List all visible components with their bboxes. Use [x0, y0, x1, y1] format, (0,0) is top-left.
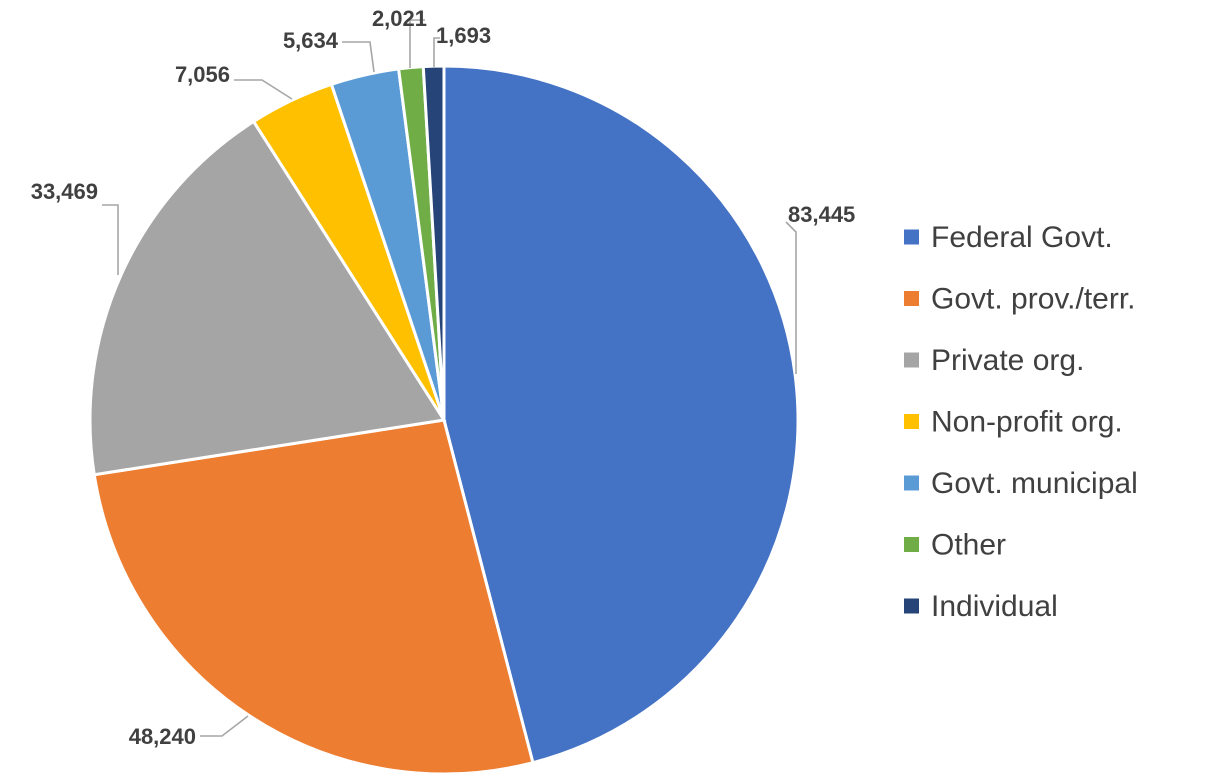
legend-label-govt-municipal: Govt. municipal: [931, 467, 1138, 500]
legend-item-other: Other: [904, 529, 1006, 562]
pie-slice-private-org: [88, 119, 447, 477]
leader-line-other: [409, 19, 425, 68]
legend-label-individual: Individual: [931, 590, 1058, 623]
leader-line-non-profit-org: [234, 79, 293, 100]
leader-line-individual: [433, 37, 440, 67]
data-labels: 83,445 48,240 33,469 7,056 5,634 2,021 1,693: [31, 6, 856, 749]
legend-label-govt-prov-terr: Govt. prov./terr.: [931, 283, 1136, 316]
pie-slice-govt-prov-terr: [92, 418, 535, 773]
leader-lines: [102, 19, 797, 737]
leader-line-private-org: [102, 204, 119, 275]
legend-label-other: Other: [931, 529, 1006, 562]
legend-label-non-profit-org: Non-profit org.: [931, 406, 1123, 439]
leader-line-govt-municipal: [342, 41, 375, 73]
legend-item-private-org: Private org.: [904, 344, 1084, 377]
legend-item-govt-municipal: Govt. municipal: [904, 467, 1138, 500]
pie-slices: [88, 64, 800, 773]
pie-slice-federal-govt: [442, 64, 800, 765]
data-label-non-profit-org: 7,056: [175, 62, 230, 87]
legend-swatch-other: [904, 537, 919, 552]
data-label-private-org: 33,469: [31, 179, 98, 204]
legend-swatch-private-org: [904, 352, 919, 368]
data-label-federal-govt: 83,445: [788, 202, 855, 227]
legend-item-individual: Individual: [904, 590, 1058, 623]
legend: Federal Govt. Govt. prov./terr. Private or…: [904, 221, 1138, 623]
legend-swatch-govt-municipal: [904, 475, 919, 491]
data-label-individual: 1,693: [436, 23, 491, 48]
legend-swatch-federal-govt: [904, 229, 919, 245]
leader-line-federal-govt: [785, 221, 797, 374]
legend-swatch-individual: [904, 598, 919, 614]
legend-label-private-org: Private org.: [931, 344, 1084, 377]
data-label-govt-municipal: 5,634: [283, 28, 339, 53]
data-label-govt-prov-terr: 48,240: [129, 724, 196, 749]
legend-swatch-non-profit-org: [904, 414, 919, 429]
legend-item-federal-govt: Federal Govt.: [904, 221, 1113, 254]
leader-line-govt-prov-terr: [200, 715, 249, 737]
legend-label-federal-govt: Federal Govt.: [931, 221, 1113, 254]
data-label-other: 2,021: [372, 6, 427, 31]
legend-swatch-govt-prov-terr: [904, 291, 919, 306]
legend-item-govt-prov-terr: Govt. prov./terr.: [904, 283, 1136, 316]
legend-item-non-profit-org: Non-profit org.: [904, 406, 1123, 439]
